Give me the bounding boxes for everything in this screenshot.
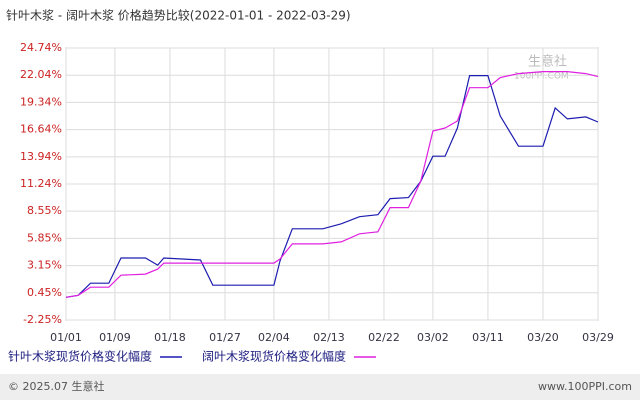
y-tick-label: 24.74% <box>20 41 62 54</box>
footer-right: www.100PPI.com <box>538 380 632 393</box>
x-tick-label: 03/11 <box>472 331 504 344</box>
footer-left: © 2025.07 生意社 <box>8 379 104 393</box>
x-tick-label: 02/13 <box>313 331 345 344</box>
y-tick-label: 3.15% <box>27 259 62 272</box>
y-tick-label: 5.85% <box>27 231 62 244</box>
series-line <box>65 70 599 298</box>
watermark-brand: 生意社 <box>528 54 567 70</box>
y-tick-label: 16.64% <box>20 123 62 136</box>
x-tick-label: 01/18 <box>154 331 186 344</box>
x-tick-label: 01/27 <box>209 331 241 344</box>
x-tick-label: 01/09 <box>99 331 131 344</box>
y-tick-label: 13.94% <box>20 150 62 163</box>
legend-label: 阔叶木浆现货价格变化幅度 <box>202 349 346 364</box>
watermark-site: 100PPI.COM <box>514 72 569 82</box>
x-tick-label: 03/29 <box>582 331 614 344</box>
series-line <box>65 74 599 298</box>
x-tick-label: 03/20 <box>527 331 559 344</box>
x-tick-label: 02/04 <box>258 331 290 344</box>
y-tick-label: 19.34% <box>20 95 62 108</box>
chart-title: 针叶木浆 - 阔叶木浆 价格趋势比较(2022-01-01 - 2022-03-… <box>6 8 351 23</box>
y-tick-label: 11.24% <box>20 177 62 190</box>
x-tick-label: 03/02 <box>417 331 449 344</box>
x-tick-label: 02/22 <box>368 331 400 344</box>
y-tick-label: 0.45% <box>27 286 62 299</box>
footer-bar <box>0 374 640 400</box>
x-tick-label: 01/01 <box>50 331 82 344</box>
y-tick-label: 22.04% <box>20 68 62 81</box>
legend-label: 针叶木浆现货价格变化幅度 <box>8 349 152 364</box>
y-tick-label: 8.55% <box>27 204 62 217</box>
y-tick-label: -2.25% <box>23 313 62 326</box>
